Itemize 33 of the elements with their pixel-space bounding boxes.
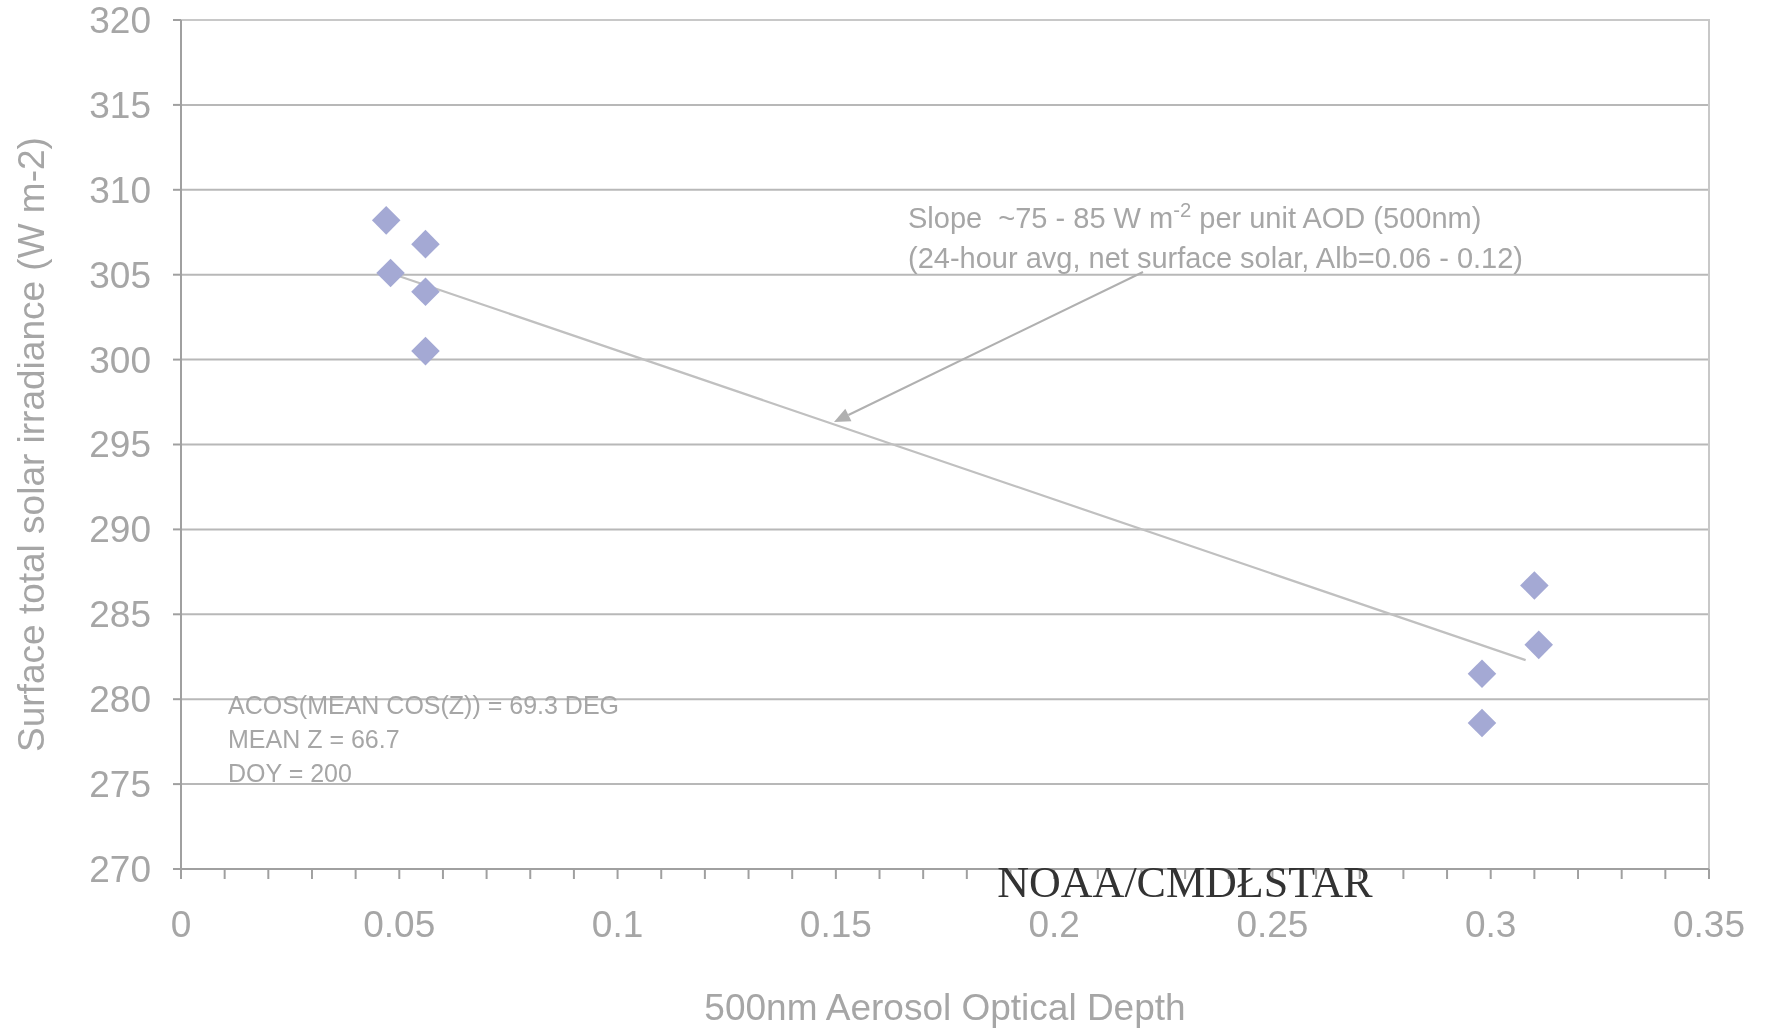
point [1524, 630, 1554, 660]
point [411, 336, 440, 366]
x-tick-label: 0.3 [1465, 904, 1517, 945]
y-tick-label: 290 [89, 509, 151, 551]
x-tick-label: 0.05 [363, 904, 436, 945]
point [411, 277, 440, 306]
x-tick-label: 0.25 [1236, 904, 1309, 945]
x-tick-label: 0.1 [591, 904, 644, 945]
point [411, 229, 440, 259]
y-tick-label: 270 [89, 848, 151, 890]
point [376, 258, 405, 288]
annotation: NOAA/CMDŁSTAR [997, 858, 1374, 907]
point [1467, 708, 1497, 738]
y-tick-label: 300 [89, 339, 151, 381]
annotation: ACOS(MEAN COS(Z)) = 69.3 DEG MEAN Z = 66.7 DOY = 200 [228, 691, 620, 787]
x-axis-title: 500nm Aerosol Optical Depth [704, 987, 1186, 1028]
x-tick-label: 0.15 [799, 904, 872, 945]
y-tick-label: 280 [89, 679, 151, 721]
x-tick-label: 0.35 [1672, 904, 1746, 945]
x-tick-label: 0.2 [1028, 904, 1080, 945]
y-tick-label: 320 [89, 0, 151, 41]
y-tick-label: 285 [89, 594, 151, 636]
y-tick-label: 275 [89, 764, 151, 806]
point [1520, 571, 1549, 600]
y-tick-label: 295 [89, 424, 151, 466]
x-tick-label: 0 [170, 904, 192, 945]
point [1467, 659, 1497, 689]
y-tick-label: 305 [89, 254, 151, 296]
annotation: Slope ~75 - 85 W m$^{-2}$ per unit AOD (500nm) (24-hour avg, net surface solar, Alb=0.06 - 0.12) [908, 199, 1524, 274]
y-tick-label: 310 [89, 169, 151, 211]
y-tick-label: 315 [89, 84, 151, 126]
point [371, 206, 401, 235]
y-axis-title: Surface total solar irradiance (W m-2) [11, 137, 52, 752]
